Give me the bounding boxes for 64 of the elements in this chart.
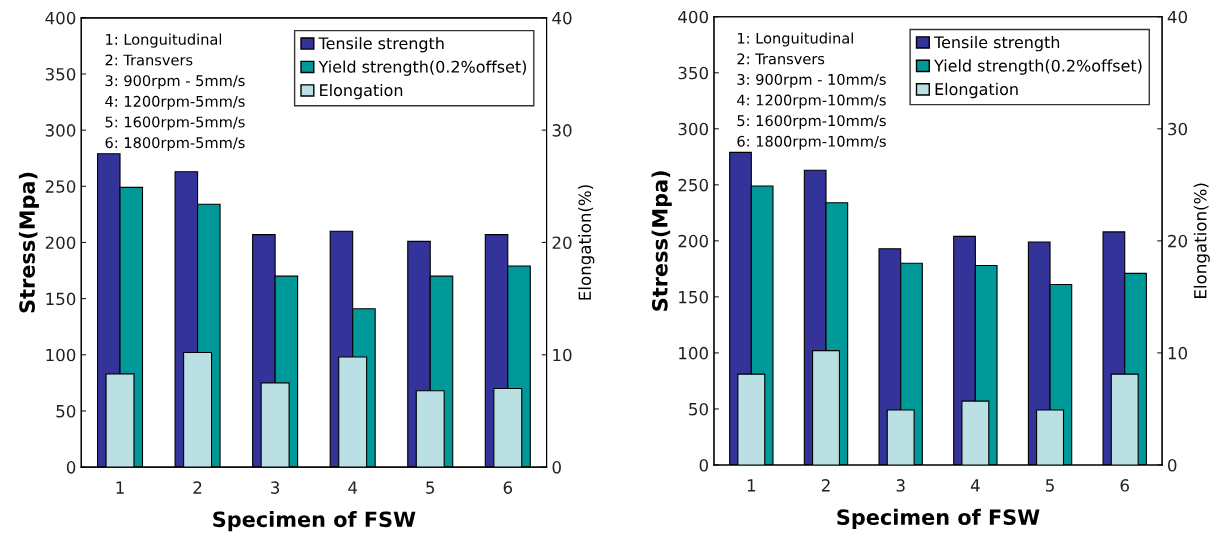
annotation: 4: 1200rpm-10mm/s	[737, 94, 886, 109]
y2-tick-label: 40	[552, 11, 572, 25]
y2-axis-title: Elongation(%)	[1193, 183, 1210, 298]
y-tick-label: 150	[679, 290, 709, 304]
y2-tick-label: 0	[552, 461, 561, 474]
legend-label: Tensile strength	[318, 36, 444, 53]
x-tick-label: 1	[116, 481, 124, 494]
x-axis-title: Specimen of FSW	[837, 508, 1040, 530]
y-tick-label: 400	[45, 11, 76, 25]
y-axis-title: Stress(Mpa)	[18, 172, 40, 313]
y-tick-label: 50	[689, 402, 709, 416]
y-tick-label: 0	[699, 458, 709, 472]
annotation: 3: 900rpm - 10mm/s	[737, 73, 886, 88]
y-tick-label: 250	[45, 180, 76, 193]
y-tick-label: 400	[678, 10, 709, 24]
annotation: 1: Longuitudinal	[737, 32, 853, 47]
x-tick-label: 4	[348, 481, 358, 494]
y2-tick-label: 10	[553, 348, 572, 362]
legend-label: Elongation	[320, 83, 403, 100]
y-tick-label: 100	[679, 346, 709, 360]
x-tick-label: 6	[503, 481, 513, 494]
annotation: 5: 1600rpm-10mm/s	[737, 115, 886, 130]
x-tick-label: 3	[896, 479, 905, 492]
x-tick-label: 1	[747, 479, 756, 492]
legend-label: Yield strength(0.2%offset)	[318, 60, 527, 76]
y-tick-label: 300	[45, 124, 76, 137]
x-tick-label: 5	[426, 481, 435, 494]
x-tick-label: 2	[193, 481, 202, 494]
x-tick-label: 5	[1046, 479, 1054, 492]
annotation: 6: 1800rpm-10mm/s	[737, 135, 886, 150]
annotation: 1: Longuitudinal	[106, 33, 222, 48]
legend-label: Elongation	[935, 82, 1018, 99]
y-tick-label: 100	[46, 348, 76, 362]
y-tick-label: 350	[678, 66, 709, 80]
annotation: 2: Transvers	[105, 54, 193, 66]
y-tick-label: 200	[678, 234, 709, 248]
annotation: 6: 1800rpm-5mm/s	[105, 137, 245, 151]
legend-label: Tensile strength	[934, 35, 1060, 52]
y2-axis-title: Elongation(%)	[578, 185, 595, 300]
x-tick-label: 3	[271, 481, 280, 494]
y2-tick-label: 20	[552, 236, 572, 250]
x-axis-title: Specimen of FSW	[213, 511, 416, 532]
y-tick-label: 300	[678, 122, 709, 136]
annotation: 5: 1600rpm-5mm/s	[105, 116, 245, 131]
y-tick-label: 350	[45, 67, 76, 81]
x-tick-label: 4	[970, 479, 980, 492]
legend-label: Yield strength(0.2%offset)	[934, 59, 1142, 75]
y-tick-label: 250	[678, 178, 709, 192]
y2-tick-label: 20	[1168, 234, 1188, 248]
x-tick-label: 6	[1120, 479, 1129, 492]
annotation: 3: 900rpm - 5mm/s	[105, 75, 245, 89]
y-axis-title: Stress(Mpa)	[651, 171, 672, 311]
y2-tick-label: 30	[1168, 122, 1188, 136]
y2-tick-label: 0	[1168, 458, 1177, 472]
y-tick-label: 0	[66, 461, 76, 474]
y2-tick-label: 30	[552, 124, 572, 137]
y2-tick-label: 10	[1168, 346, 1188, 360]
y-tick-label: 50	[56, 404, 76, 418]
x-tick-label: 2	[821, 479, 830, 492]
y-tick-label: 200	[45, 236, 76, 250]
annotation: 4: 1200rpm-5mm/s	[105, 95, 245, 110]
annotation: 2: Transvers	[737, 53, 825, 65]
y-tick-label: 150	[46, 292, 76, 306]
y2-tick-label: 40	[1167, 10, 1188, 24]
